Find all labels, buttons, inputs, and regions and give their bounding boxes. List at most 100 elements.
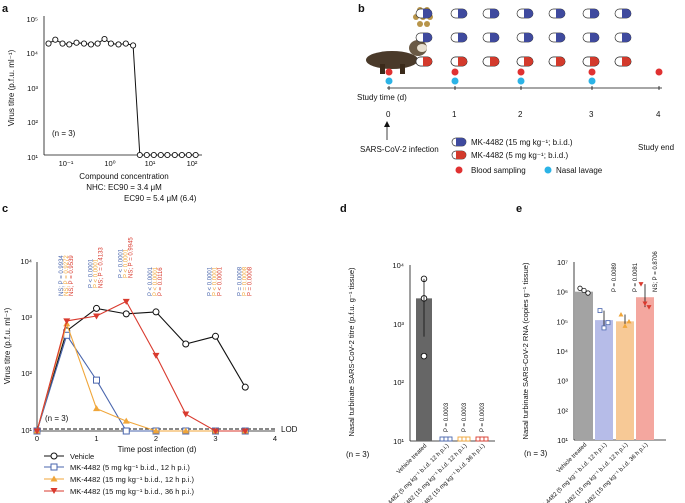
capsule-fill: [524, 33, 533, 42]
panel-d-ytick: 10¹: [393, 437, 404, 446]
mk15-36-point: [182, 411, 190, 418]
panel-a-xtick: 10⁻¹: [59, 159, 74, 168]
capsule-icon: [614, 8, 632, 19]
panel-c-plot: [33, 298, 249, 435]
bar: [575, 291, 593, 440]
panel-a-ytick: 10²: [27, 118, 38, 127]
category-label: MK-4482 (15 mg kg⁻¹ b.i.d. 36 h p.i.): [576, 442, 649, 503]
arrow-head-icon: [384, 121, 390, 127]
p-value-label: P = 0.0008: [247, 266, 253, 296]
vehicle-point: [152, 308, 160, 316]
panel-b: b Study time (d) 0 1 2 3 4: [357, 3, 674, 175]
panel-e: e 10¹ 10² 10³ 10⁴ 10⁵ 10⁶ 10⁷ Nasal turbinate …: [516, 203, 666, 503]
panel-a-ec90-mk: EC90 = 5.4 μM (6.4): [124, 194, 197, 203]
capsule-fill: [458, 9, 467, 18]
panel-a-point: [52, 36, 59, 43]
data-point: [626, 318, 632, 324]
panel-c-xlabel: Time post infection (d): [118, 445, 197, 454]
capsule-fill: [590, 33, 599, 42]
p-value-label: P < 0.0001: [218, 266, 224, 296]
blood-dot-icon: [517, 68, 525, 76]
lod-label: LOD: [281, 425, 298, 434]
blood-dot-icon: [655, 68, 663, 76]
day-label: 2: [518, 110, 523, 119]
panel-e-ytick: 10⁵: [557, 317, 568, 326]
legend-text: MK-4482 (15 mg kg⁻¹; b.i.d.): [471, 138, 573, 147]
panel-a-xlabel: Compound concentration: [79, 172, 168, 181]
panel-a-xtick: 10⁰: [104, 159, 115, 168]
capsule-icon: [450, 32, 468, 43]
p-value-label: P < 0.0001: [148, 266, 154, 296]
panel-a-ec90-nhc: NHC: EC90 = 3.4 μM: [86, 183, 162, 192]
day-label: 4: [656, 110, 661, 119]
capsule-icon: [548, 8, 566, 19]
panel-b-legend: MK-4482 (15 mg kg⁻¹; b.i.d.) MK-4482 (5 …: [451, 137, 603, 175]
panel-a-point: [171, 151, 178, 159]
capsule-fill: [622, 33, 631, 42]
panel-e-label: e: [516, 203, 522, 215]
panel-d-ytick: 10³: [393, 320, 404, 329]
panel-a-ytick: 10³: [27, 84, 38, 93]
capsule-fill: [458, 33, 467, 42]
panel-a-n: (n = 3): [52, 129, 76, 138]
panel-c-xtick: 2: [154, 434, 158, 443]
blood-dot-icon: [588, 68, 596, 76]
panel-c-xtick: 1: [94, 434, 98, 443]
panel-c-n: (n = 3): [45, 414, 69, 423]
capsule-icon: [415, 56, 433, 67]
panel-c-ylabel: Virus titre (p.f.u. ml⁻¹): [3, 307, 12, 384]
p-value-label: P = 0.0008: [242, 266, 248, 296]
legend-marker-vehicle: [50, 452, 58, 460]
vehicle-point: [212, 332, 219, 340]
data-point: [601, 325, 607, 331]
bar: [595, 320, 613, 440]
legend-text: MK-4482 (15 mg kg⁻¹ b.i.d., 36 h p.i.): [70, 487, 195, 496]
data-point: [420, 352, 428, 360]
capsule-icon: [614, 56, 632, 67]
panel-c-xticks: 0 1 2 3 4: [35, 434, 277, 443]
panel-a-ytick: 10¹: [27, 153, 38, 162]
capsule-fill: [622, 57, 631, 66]
panel-e-n: (n = 3): [524, 449, 548, 458]
data-point: [475, 436, 481, 442]
mk15-12-point: [152, 427, 160, 434]
panel-a-label: a: [2, 3, 9, 15]
panel-a-point: [80, 40, 88, 47]
panel-a-point: [45, 40, 52, 47]
p-value-label: P = 0.0081: [633, 262, 639, 292]
study-time-label: Study time (d): [357, 93, 407, 102]
data-point: [642, 301, 648, 306]
mk15-36-point: [93, 313, 100, 320]
lavage-dot-icon: [517, 77, 525, 85]
legend-text: MK-4482 (5 mg kg⁻¹ b.i.d., 12 h p.i.): [70, 463, 190, 472]
data-point: [479, 436, 485, 442]
panel-a-point: [115, 41, 122, 48]
data-point: [577, 285, 583, 291]
p-value-label: P = 0.0116: [158, 267, 164, 296]
panel-a-point: [66, 41, 73, 48]
lavage-dot-icon: [588, 77, 596, 85]
mk5-point: [93, 376, 100, 384]
lavage-dot-icon: [544, 166, 552, 174]
panel-a-yticks: 10¹ 10² 10³ 10⁴ 10⁵: [26, 15, 38, 162]
panel-a-ytick: 10⁵: [27, 15, 38, 24]
data-point: [447, 436, 453, 442]
data-point: [581, 287, 587, 294]
data-point: [439, 436, 445, 442]
capsule-icon: [582, 8, 600, 19]
legend-text: MK-4482 (5 mg kg⁻¹; b.i.d.): [471, 151, 568, 160]
panel-a-point: [178, 151, 185, 159]
capsule-icon: [614, 32, 632, 43]
panel-a-ylabel: Virus titre (p.f.u. ml⁻¹): [7, 49, 16, 126]
panel-e-ylabel: Nasal turbinate SARS-CoV-2 RNA (copies g…: [521, 262, 530, 439]
panel-d-label: d: [340, 203, 347, 215]
panel-a-point: [136, 151, 143, 159]
panel-d-yticks: 10¹ 10² 10³ 10⁴: [392, 261, 404, 446]
p-value-label: P = 0.0003: [480, 402, 486, 432]
p-value-label: P < 0.0001: [153, 266, 159, 296]
capsule-icon: [548, 32, 566, 43]
data-point: [443, 436, 449, 442]
panel-a-point: [94, 40, 101, 47]
